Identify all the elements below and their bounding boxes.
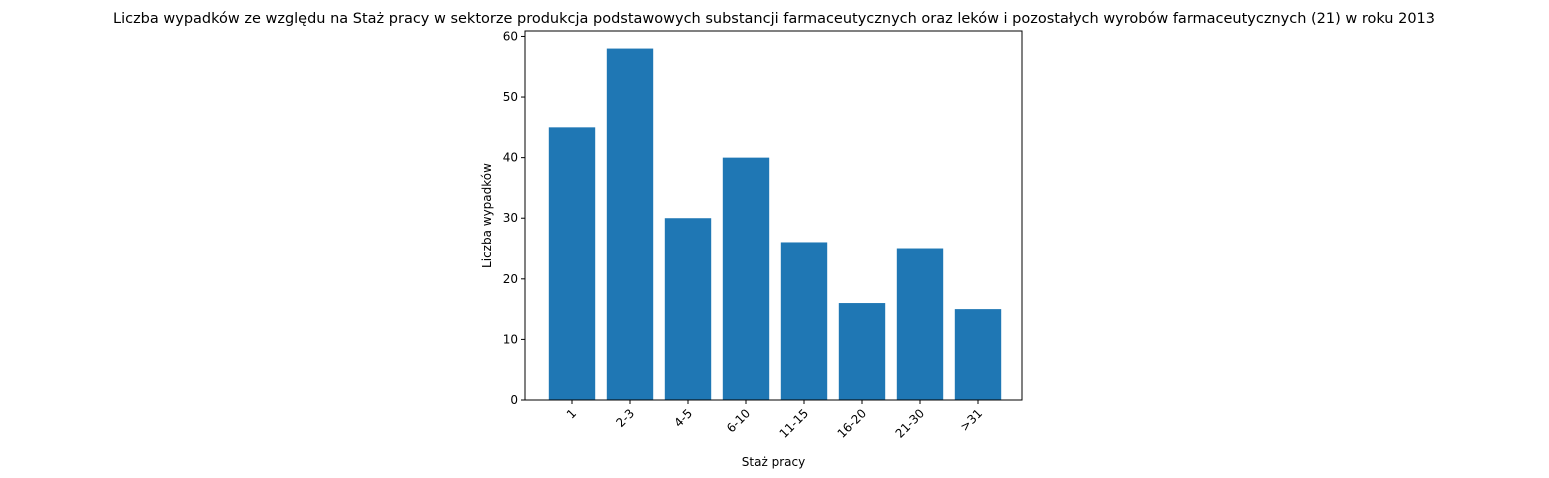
y-tick-label: 10 (503, 332, 518, 346)
bar-4 (780, 242, 828, 400)
y-axis: 0 10 20 30 40 50 60 (503, 29, 525, 407)
x-tick-label: >31 (957, 406, 985, 434)
x-tick-label: 21-30 (893, 406, 928, 441)
x-tick-label: 11-15 (777, 406, 812, 441)
y-tick-label: 40 (503, 151, 518, 165)
plot-frame (524, 30, 1023, 401)
x-tick-label: 4-5 (671, 406, 695, 430)
bar-1 (606, 48, 654, 400)
y-tick-label: 30 (503, 211, 518, 225)
y-axis-label: Liczba wypadków (480, 163, 494, 268)
bars-group (548, 48, 1002, 400)
bar-2 (664, 218, 712, 400)
bar-7 (954, 309, 1002, 400)
x-axis-label: Staż pracy (742, 455, 805, 469)
y-tick-label: 50 (503, 90, 518, 104)
chart-title: Liczba wypadków ze względu na Staż pracy… (113, 11, 1435, 27)
y-tick-label: 60 (503, 29, 518, 43)
bar-6 (896, 248, 944, 400)
bar-5 (838, 303, 886, 400)
x-tick-label: 16-20 (835, 406, 870, 441)
x-tick-label: 1 (564, 406, 579, 421)
bar-3 (722, 157, 770, 400)
y-tick-label: 0 (510, 393, 518, 407)
bar-0 (548, 127, 596, 400)
x-tick-label: 6-10 (724, 406, 753, 435)
x-axis: 1 2-3 4-5 6-10 11-15 16-20 21-30 >31 (564, 400, 985, 441)
y-tick-label: 20 (503, 272, 518, 286)
x-tick-label: 2-3 (613, 406, 637, 430)
